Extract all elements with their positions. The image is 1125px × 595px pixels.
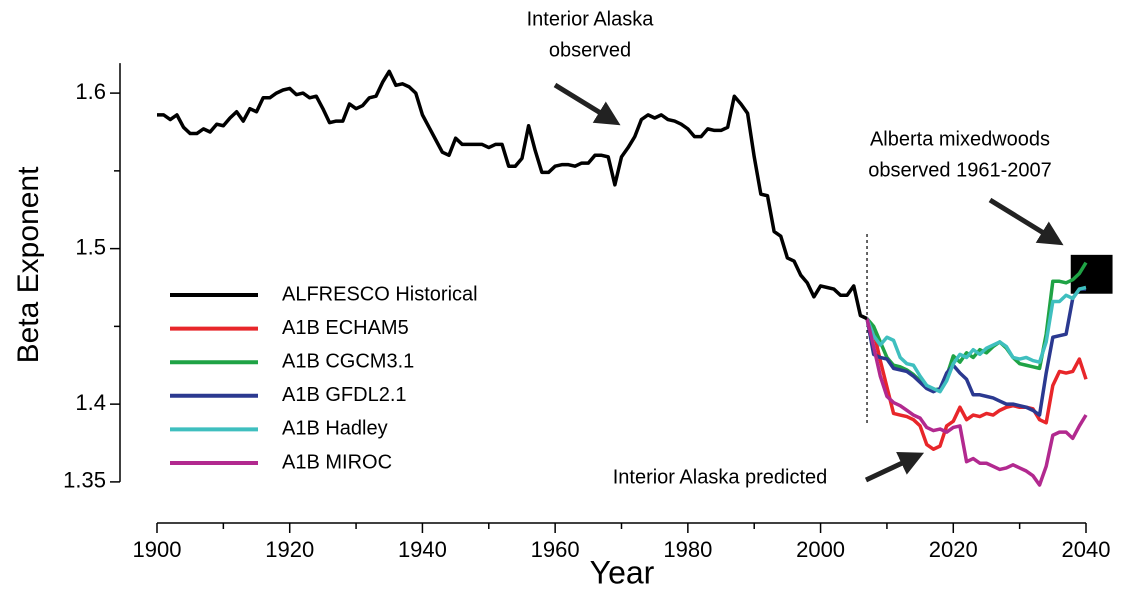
y-tick-label: 1.4 <box>75 390 106 415</box>
y-axis-title: Beta Exponent <box>12 166 45 363</box>
arrow <box>988 197 1064 246</box>
annotation: Interior Alaska predicted <box>613 466 828 488</box>
annotation: observed <box>549 39 631 61</box>
legend-label: A1B GFDL2.1 <box>282 384 407 406</box>
legend-label: A1B MIROC <box>282 451 392 473</box>
x-tick-label: 1920 <box>265 537 314 562</box>
x-tick-label: 2000 <box>796 537 845 562</box>
y-tick-label: 1.6 <box>75 79 106 104</box>
x-tick-label: 1900 <box>133 537 182 562</box>
arrow <box>864 452 925 483</box>
x-axis-title: Year <box>590 554 655 590</box>
x-tick-label: 2040 <box>1062 537 1111 562</box>
y-tick-label: 1.35 <box>63 468 106 493</box>
series-line <box>865 287 1086 417</box>
x-tick-label: 2020 <box>929 537 978 562</box>
legend-label: A1B ECHAM5 <box>282 317 409 339</box>
series-line <box>865 285 1087 394</box>
x-tick-label: 1940 <box>398 537 447 562</box>
annotation: Interior Alaska <box>527 8 655 30</box>
annotation: observed 1961-2007 <box>868 159 1051 181</box>
series-line <box>157 69 868 321</box>
arrow <box>553 82 621 126</box>
y-tick-label: 1.5 <box>75 234 106 259</box>
legend-label: A1B CGCM3.1 <box>282 350 414 372</box>
series-line <box>865 317 1088 451</box>
annotation: Alberta mixedwoods <box>870 128 1050 150</box>
series-line <box>865 318 1088 487</box>
x-tick-label: 1960 <box>531 537 580 562</box>
legend-label: A1B Hadley <box>282 418 388 440</box>
x-tick-label: 1980 <box>663 537 712 562</box>
legend-label: ALFRESCO Historical <box>282 283 478 305</box>
